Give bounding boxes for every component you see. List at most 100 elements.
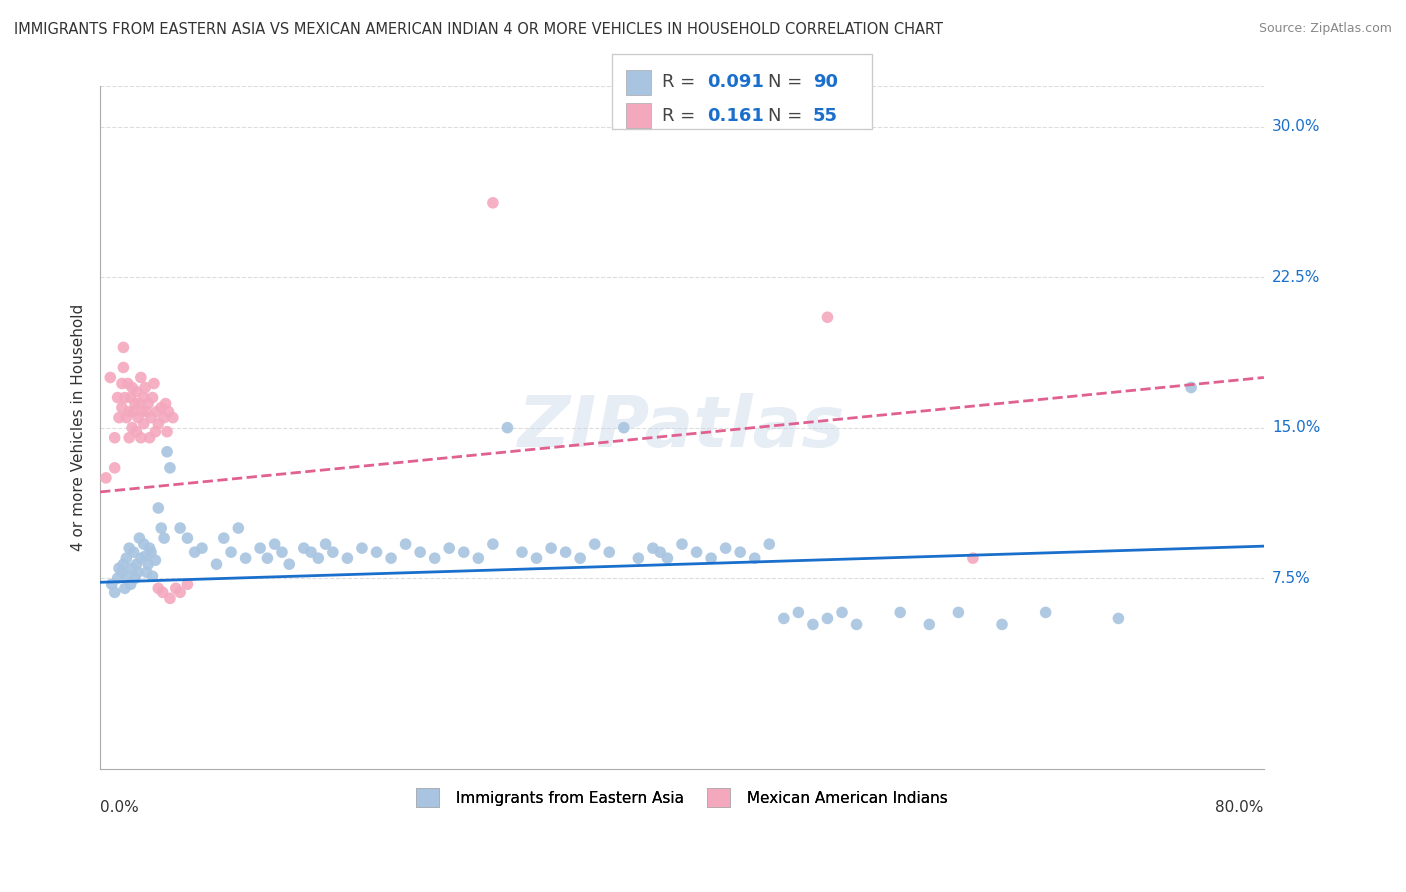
Point [136, 558, 159, 572]
Point [613, 420, 636, 434]
Point [134, 380, 156, 394]
Point [176, 531, 198, 545]
Point [104, 431, 127, 445]
Point [135, 404, 157, 418]
Point [115, 410, 138, 425]
Point [148, 500, 170, 515]
Point [150, 401, 173, 415]
Point [148, 582, 170, 596]
Point [845, 617, 868, 632]
Point [671, 537, 693, 551]
Point [111, 376, 134, 391]
Point [155, 396, 177, 410]
Point [641, 541, 664, 556]
Point [496, 420, 519, 434]
Point [131, 404, 153, 418]
Text: 80.0%: 80.0% [1216, 799, 1264, 814]
Point [153, 531, 176, 545]
Point [156, 425, 179, 439]
Point [121, 380, 143, 394]
Point [108, 410, 131, 425]
Point [1180, 380, 1202, 394]
Point [394, 537, 416, 551]
Point [139, 410, 162, 425]
Point [112, 360, 135, 375]
Point [423, 551, 446, 566]
Text: ZIPatlas: ZIPatlas [519, 393, 845, 462]
Point [152, 585, 174, 599]
Text: 0.0%: 0.0% [100, 799, 139, 814]
Point [991, 617, 1014, 632]
Point [145, 425, 167, 439]
Point [107, 391, 129, 405]
Point [758, 537, 780, 551]
Point [165, 582, 187, 596]
Point [482, 195, 505, 210]
Point [772, 611, 794, 625]
Point [569, 551, 592, 566]
Point [271, 545, 294, 559]
Point [787, 606, 810, 620]
Point [453, 545, 475, 559]
Point [118, 541, 141, 556]
Point [115, 551, 138, 566]
Point [307, 551, 329, 566]
Point [127, 410, 149, 425]
Point [380, 551, 402, 566]
Point [714, 541, 737, 556]
Point [918, 617, 941, 632]
Point [121, 561, 143, 575]
Point [249, 541, 271, 556]
Point [132, 537, 155, 551]
Point [153, 410, 176, 425]
Point [598, 545, 620, 559]
Point [122, 545, 145, 559]
Point [212, 531, 235, 545]
Point [125, 558, 148, 572]
Point [817, 611, 839, 625]
Point [111, 566, 134, 580]
Point [118, 431, 141, 445]
Point [111, 401, 134, 415]
Point [159, 591, 181, 606]
Point [366, 545, 388, 559]
Point [169, 521, 191, 535]
Point [138, 541, 160, 556]
Point [129, 431, 152, 445]
Point [409, 545, 432, 559]
Point [235, 551, 257, 566]
Point [138, 431, 160, 445]
Point [112, 340, 135, 354]
Point [948, 606, 970, 620]
Point [114, 582, 136, 596]
Point [685, 545, 707, 559]
Point [125, 425, 148, 439]
Point [169, 585, 191, 599]
Text: 22.5%: 22.5% [1272, 269, 1320, 285]
Point [139, 545, 162, 559]
Point [467, 551, 489, 566]
Point [148, 417, 170, 431]
Point [162, 410, 184, 425]
Point [510, 545, 533, 559]
Point [98, 370, 121, 384]
Point [118, 404, 141, 418]
Y-axis label: 4 or more Vehicles in Household: 4 or more Vehicles in Household [72, 304, 86, 551]
Point [117, 569, 139, 583]
Point [228, 521, 250, 535]
Text: R =: R = [662, 107, 707, 125]
Text: Source: ZipAtlas.com: Source: ZipAtlas.com [1258, 22, 1392, 36]
Point [801, 617, 824, 632]
Point [439, 541, 461, 556]
Point [1107, 611, 1129, 625]
Point [292, 541, 315, 556]
Point [104, 585, 127, 599]
Point [135, 566, 157, 580]
Text: 7.5%: 7.5% [1272, 571, 1310, 586]
Point [122, 404, 145, 418]
Point [350, 541, 373, 556]
Point [146, 404, 169, 418]
Point [141, 391, 163, 405]
Point [482, 537, 505, 551]
Point [583, 537, 606, 551]
